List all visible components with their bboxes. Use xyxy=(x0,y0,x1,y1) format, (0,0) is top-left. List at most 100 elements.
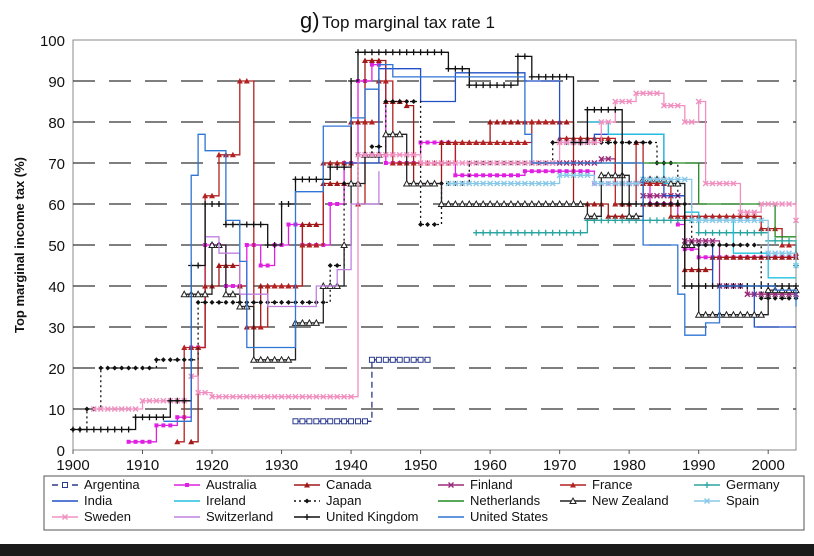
data-point xyxy=(522,169,527,174)
data-point xyxy=(368,49,375,56)
data-point xyxy=(751,217,758,224)
data-point xyxy=(272,299,278,305)
data-point xyxy=(251,299,257,305)
data-point xyxy=(570,229,577,236)
data-point xyxy=(361,151,368,158)
series-line-argentina xyxy=(295,359,428,422)
data-point xyxy=(125,426,132,433)
series-line-switzerland xyxy=(205,171,380,308)
data-point xyxy=(765,201,772,207)
data-point xyxy=(647,180,654,186)
data-point xyxy=(410,160,417,166)
data-point xyxy=(417,49,424,56)
data-point xyxy=(229,262,236,268)
data-point xyxy=(417,160,424,166)
data-point xyxy=(459,180,466,187)
data-point xyxy=(550,140,556,145)
data-point xyxy=(375,356,382,363)
legend-item-finland: Finland xyxy=(438,477,513,492)
data-point xyxy=(653,180,660,186)
data-point xyxy=(500,199,508,207)
data-point xyxy=(702,266,709,273)
data-point xyxy=(264,242,271,248)
data-point xyxy=(299,242,306,248)
data-point xyxy=(507,82,514,89)
data-point xyxy=(667,213,674,219)
data-point xyxy=(660,102,667,109)
data-point xyxy=(368,356,375,363)
data-point xyxy=(786,250,793,257)
data-point xyxy=(480,180,487,187)
data-point xyxy=(265,263,270,268)
data-point xyxy=(758,225,765,232)
data-point xyxy=(674,213,681,219)
data-point xyxy=(397,99,403,104)
data-point xyxy=(527,199,536,207)
data-point xyxy=(786,254,793,260)
data-point xyxy=(744,242,750,248)
data-point xyxy=(382,151,389,158)
data-point xyxy=(737,213,744,219)
data-point xyxy=(104,406,111,412)
data-point xyxy=(597,171,606,179)
data-point xyxy=(647,192,654,199)
data-point xyxy=(215,393,222,400)
data-point xyxy=(495,173,500,178)
data-point xyxy=(229,393,236,400)
data-point xyxy=(438,139,445,145)
data-point xyxy=(744,291,751,298)
legend-label: United States xyxy=(470,509,549,524)
data-point xyxy=(689,247,694,252)
data-point xyxy=(695,217,702,224)
data-point xyxy=(793,283,799,289)
data-point xyxy=(174,397,181,404)
data-point xyxy=(563,73,570,80)
data-point xyxy=(750,310,759,318)
data-point xyxy=(154,423,159,428)
data-point xyxy=(160,397,167,404)
data-point xyxy=(480,82,487,89)
data-point xyxy=(230,299,236,305)
data-point xyxy=(334,393,341,400)
data-point xyxy=(473,139,480,145)
legend-item-spain: Spain xyxy=(694,493,759,508)
data-point xyxy=(222,221,229,228)
data-point xyxy=(236,393,243,400)
data-point xyxy=(452,65,459,72)
data-point xyxy=(90,406,97,412)
series-line-spain xyxy=(448,174,797,266)
data-point xyxy=(180,290,189,298)
data-point xyxy=(334,180,341,186)
data-point xyxy=(730,213,737,219)
data-point xyxy=(389,49,396,56)
legend-marker xyxy=(704,498,710,504)
legend-item-united-states: United States xyxy=(438,509,549,524)
data-point xyxy=(341,181,347,186)
data-point xyxy=(271,393,278,400)
data-point xyxy=(702,229,709,236)
data-point xyxy=(542,229,549,236)
data-point xyxy=(355,49,362,56)
data-point xyxy=(236,302,244,310)
data-point xyxy=(341,393,348,400)
data-point xyxy=(313,418,320,425)
data-point xyxy=(723,213,730,219)
data-point xyxy=(174,357,180,363)
series-line-japan xyxy=(73,100,796,431)
data-point xyxy=(730,217,737,224)
data-point xyxy=(674,176,681,183)
data-point xyxy=(563,229,570,236)
data-point xyxy=(488,173,493,178)
data-point xyxy=(598,180,605,187)
data-point xyxy=(730,180,737,187)
data-point xyxy=(702,217,709,224)
data-point xyxy=(501,82,508,89)
data-point xyxy=(327,160,334,166)
data-point xyxy=(334,418,341,425)
data-point xyxy=(382,78,389,84)
data-point xyxy=(591,106,598,113)
data-point xyxy=(570,139,577,146)
legend-marker xyxy=(448,482,454,488)
data-point xyxy=(674,201,681,207)
data-point xyxy=(361,49,368,56)
